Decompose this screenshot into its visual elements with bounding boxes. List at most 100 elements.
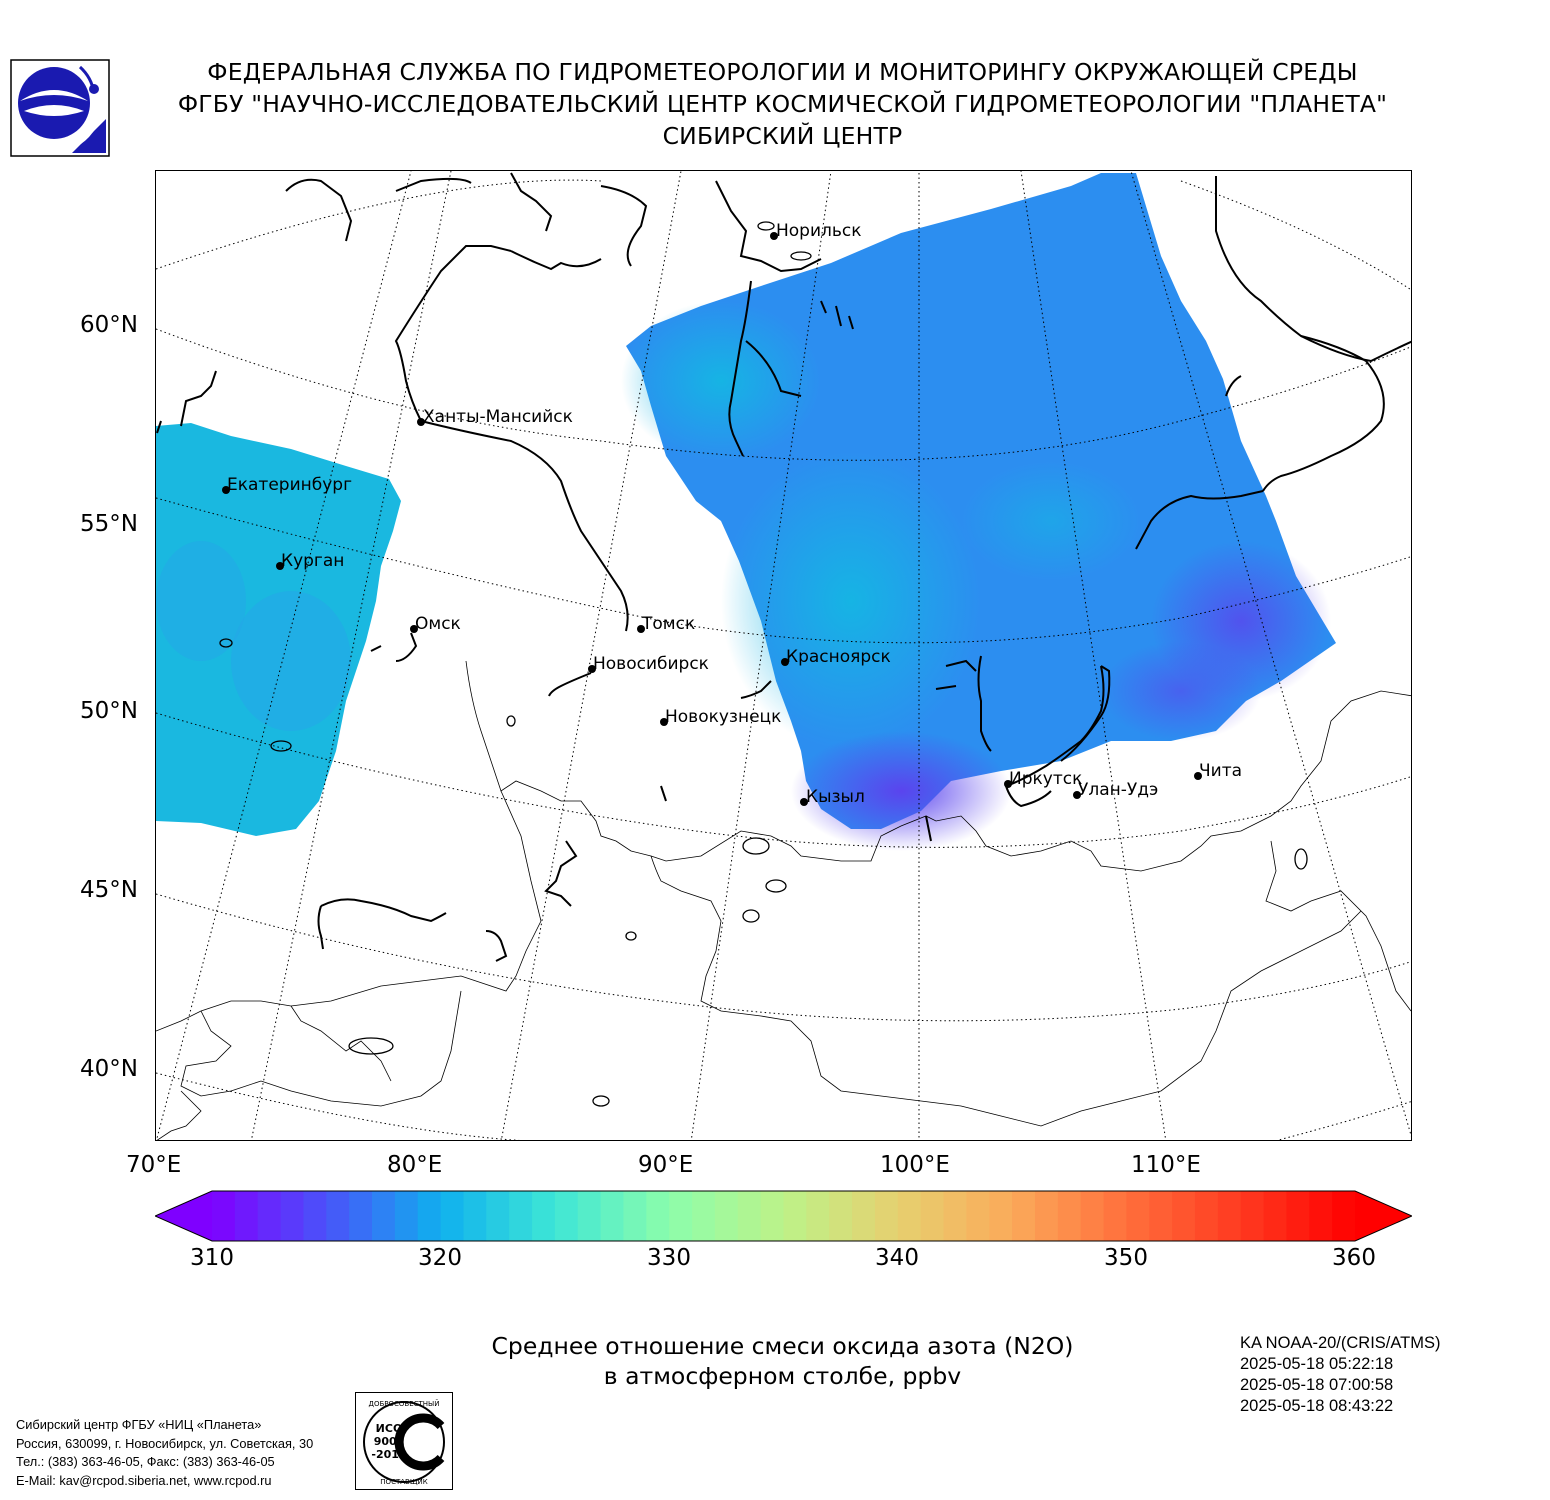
svg-text:Курган: Курган xyxy=(281,551,344,571)
header-line-2: ФГБУ "НАУЧНО-ИССЛЕДОВАТЕЛЬСКИЙ ЦЕНТР КОС… xyxy=(177,90,1388,118)
contact-info: Сибирский центр ФГБУ «НИЦ «Планета» Росс… xyxy=(16,1416,313,1490)
contact-line-3: Тел.: (383) 363-46-05, Факс: (383) 363-4… xyxy=(16,1454,275,1469)
colorbar-cell xyxy=(714,1191,739,1241)
colorbar-cell xyxy=(1263,1191,1288,1241)
iso-year: -2015 xyxy=(371,1448,406,1461)
city-khanty-mansiysk: Ханты-Мансийск xyxy=(417,407,573,427)
colorbar-cell xyxy=(829,1191,853,1241)
city-omsk: Омск xyxy=(410,614,461,634)
iso-9001-badge: ИСО 9001 -2015 ДОБРОСОВЕСТНЫЙ ПОСТАВЩИК xyxy=(355,1392,453,1490)
lakes xyxy=(219,221,1308,1107)
map-frame: Норильск Ханты-Мансийск Екатеринбург Кур… xyxy=(155,170,1412,1141)
svg-text:Екатеринбург: Екатеринбург xyxy=(227,475,352,495)
svg-text:Улан-Удэ: Улан-Удэ xyxy=(1078,780,1158,800)
colorbar-cell xyxy=(486,1191,510,1241)
colorbar-cell xyxy=(326,1191,350,1241)
colorbar-tick-340: 340 xyxy=(875,1245,919,1271)
svg-text:Новокузнецк: Новокузнецк xyxy=(665,707,781,727)
colorbar-cell xyxy=(760,1191,785,1241)
colorbar-cell xyxy=(417,1191,442,1241)
svg-text:Ханты-Мансийск: Ханты-Мансийск xyxy=(423,407,573,427)
colorbar-cell xyxy=(440,1191,465,1241)
colorbar-cell xyxy=(737,1191,762,1241)
colorbar-cell xyxy=(234,1191,259,1241)
data-swath-west xyxy=(156,423,401,836)
colorbar-cell xyxy=(852,1191,876,1241)
colorbar-tick-330: 330 xyxy=(647,1245,691,1271)
city-novosibirsk: Новосибирск xyxy=(588,654,709,674)
colorbar-cell xyxy=(554,1191,579,1241)
pass-time-1: 2025-05-18 05:22:18 xyxy=(1240,1355,1394,1373)
svg-text:Чита: Чита xyxy=(1199,761,1242,781)
colorbar-cell xyxy=(1217,1191,1242,1241)
city-kyzyl: Кызыл xyxy=(800,787,865,807)
colorbar-under-arrow xyxy=(155,1191,212,1241)
contact-line-2: Россия, 630099, г. Новосибирск, ул. Сове… xyxy=(16,1435,314,1451)
contact-line-4: E-Mail: kav@rcpod.siberia.net, www.rcpod… xyxy=(16,1472,272,1488)
satellite-name: KA NOAA-20/(CRIS/ATMS) xyxy=(1240,1334,1441,1352)
colorbar-cell xyxy=(1149,1191,1173,1241)
colorbar-cell xyxy=(394,1191,419,1241)
iso-bottom-text: ПОСТАВЩИК xyxy=(380,1478,427,1486)
planeta-logo xyxy=(10,59,110,157)
colorbar-cell xyxy=(532,1191,556,1241)
city-yekaterinburg: Екатеринбург xyxy=(222,475,352,495)
data-swath-east xyxy=(621,173,1336,851)
svg-text:Иркутск: Иркутск xyxy=(1009,769,1082,789)
svg-text:Томск: Томск xyxy=(641,614,695,634)
coastlines xyxy=(156,172,1411,962)
colorbar-cell xyxy=(1103,1191,1127,1241)
colorbar-cell xyxy=(212,1191,236,1241)
map-title: Среднее отношение смеси оксида азота (N2… xyxy=(400,1331,1165,1391)
colorbar-cells xyxy=(155,1191,1412,1241)
lon-label-100: 100°E xyxy=(880,1152,950,1178)
iso-code: ИСО xyxy=(376,1422,403,1435)
pass-time-3: 2025-05-18 08:43:22 xyxy=(1240,1397,1394,1415)
svg-text:Красноярск: Красноярск xyxy=(786,647,891,667)
city-markers: Норильск Ханты-Мансийск Екатеринбург Кур… xyxy=(222,221,1242,807)
satellite-info: KA NOAA-20/(CRIS/ATMS) 2025-05-18 05:22:… xyxy=(1240,1333,1440,1417)
colorbar-cell xyxy=(692,1191,716,1241)
colorbar-cell xyxy=(989,1191,1013,1241)
lon-label-80: 80°E xyxy=(387,1152,443,1178)
colorbar-cell xyxy=(1034,1191,1059,1241)
svg-text:Омск: Омск xyxy=(415,614,461,634)
colorbar-cell xyxy=(1057,1191,1082,1241)
iso-number: 9001 xyxy=(374,1435,405,1448)
lat-label-40: 40°N xyxy=(80,1056,138,1082)
colorbar-cell xyxy=(1012,1191,1036,1241)
city-tomsk: Томск xyxy=(637,614,695,634)
header-line-3: СИБИРСКИЙ ЦЕНТР xyxy=(662,122,903,150)
colorbar-cell xyxy=(303,1191,327,1241)
city-irkutsk: Иркутск xyxy=(1004,769,1082,789)
pass-time-2: 2025-05-18 07:00:58 xyxy=(1240,1376,1394,1394)
lon-label-90: 90°E xyxy=(638,1152,694,1178)
colorbar-cell xyxy=(349,1191,373,1241)
colorbar-cell xyxy=(783,1191,807,1241)
city-krasnoyarsk: Красноярск xyxy=(781,647,891,667)
colorbar-cell xyxy=(1286,1191,1310,1241)
city-novokuznetsk: Новокузнецк xyxy=(660,707,781,727)
lon-label-110: 110°E xyxy=(1131,1152,1201,1178)
lat-label-55: 55°N xyxy=(80,511,138,537)
colorbar-cell xyxy=(509,1191,533,1241)
colorbar-cell xyxy=(874,1191,899,1241)
colorbar-cell xyxy=(1172,1191,1196,1241)
colorbar-cell xyxy=(1240,1191,1265,1241)
map-canvas: Норильск Ханты-Мансийск Екатеринбург Кур… xyxy=(156,171,1411,1140)
colorbar-cell xyxy=(623,1191,647,1241)
colorbar-cell xyxy=(372,1191,396,1241)
svg-text:Новосибирск: Новосибирск xyxy=(593,654,709,674)
colorbar-cell xyxy=(463,1191,487,1241)
colorbar-cell xyxy=(600,1191,625,1241)
colorbar xyxy=(155,1190,1412,1242)
map-title-line-1: Среднее отношение смеси оксида азота (N2… xyxy=(491,1332,1074,1360)
contact-line-1: Сибирский центр ФГБУ «НИЦ «Планета» xyxy=(16,1417,262,1432)
lon-label-70: 70°E xyxy=(126,1152,182,1178)
colorbar-cell xyxy=(806,1191,830,1241)
colorbar-cell xyxy=(1309,1191,1333,1241)
colorbar-tick-310: 310 xyxy=(190,1245,234,1271)
colorbar-cell xyxy=(943,1191,967,1241)
city-kurgan: Курган xyxy=(276,551,344,571)
lat-label-45: 45°N xyxy=(80,877,138,903)
